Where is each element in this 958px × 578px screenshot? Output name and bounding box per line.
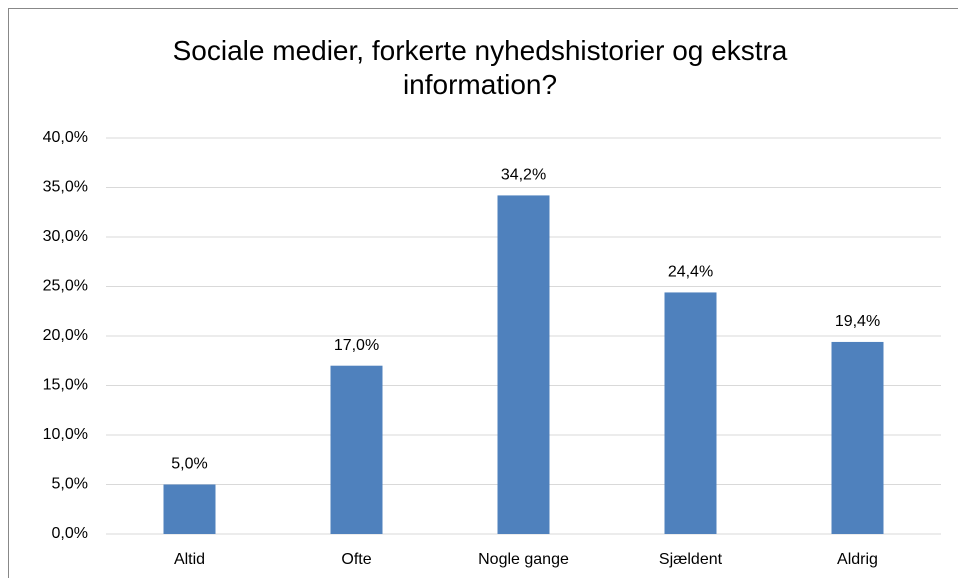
data-label: 5,0% — [171, 456, 207, 473]
x-tick-label: Sjældent — [659, 551, 723, 568]
x-tick-label: Altid — [174, 551, 205, 568]
y-tick-label: 10,0% — [43, 426, 88, 443]
y-tick-label: 40,0% — [43, 129, 88, 146]
y-tick-label: 25,0% — [43, 278, 88, 295]
data-label: 19,4% — [835, 313, 880, 330]
y-tick-label: 30,0% — [43, 228, 88, 245]
bar — [330, 365, 383, 534]
data-label: 17,0% — [334, 337, 379, 354]
x-tick-label: Ofte — [341, 551, 371, 568]
chart-title: Sociale medier, forkerte nyhedshistorier… — [172, 35, 788, 100]
y-tick-label: 0,0% — [52, 525, 88, 542]
bar — [497, 195, 550, 535]
data-label: 34,2% — [501, 167, 546, 184]
y-tick-label: 5,0% — [52, 476, 88, 493]
y-tick-label: 35,0% — [43, 179, 88, 196]
bar — [831, 341, 884, 534]
y-tick-label: 20,0% — [43, 327, 88, 344]
chart-frame — [8, 8, 958, 578]
x-tick-label: Aldrig — [837, 551, 878, 568]
y-tick-label: 15,0% — [43, 377, 88, 394]
bar — [664, 292, 717, 534]
x-tick-label: Nogle gange — [478, 551, 569, 568]
data-label: 24,4% — [668, 264, 713, 281]
bar — [163, 484, 216, 534]
